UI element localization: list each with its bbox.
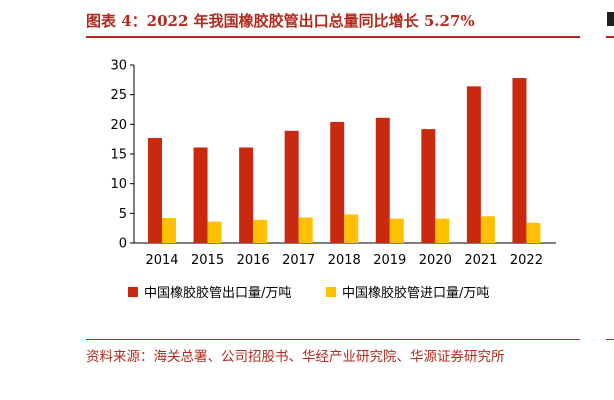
x-tick-label: 2017 xyxy=(282,253,315,268)
neighbor-source-rule xyxy=(606,339,614,340)
export-bar xyxy=(330,121,345,243)
x-tick-label: 2016 xyxy=(237,253,270,268)
legend-swatch xyxy=(128,287,138,297)
x-tick-label: 2020 xyxy=(419,253,452,268)
legend-label: 中国橡胶胶管出口量/万吨 xyxy=(144,285,291,301)
export-bar xyxy=(512,78,527,243)
import-bar xyxy=(253,219,268,243)
export-bar xyxy=(239,147,254,243)
export-bar xyxy=(375,117,390,243)
y-tick-label: 5 xyxy=(119,207,127,222)
import-bar xyxy=(162,218,176,243)
import-bar xyxy=(298,217,313,243)
import-bar xyxy=(526,222,541,243)
source-rule xyxy=(86,339,580,340)
export-bar xyxy=(421,129,436,243)
legend-swatch xyxy=(326,287,336,297)
neighbor-title-rule xyxy=(606,36,614,38)
y-tick-label: 0 xyxy=(119,237,127,252)
x-tick-label: 2015 xyxy=(191,253,224,268)
export-bar xyxy=(193,147,208,243)
source-note: 资料来源：海关总署、公司招股书、华经产业研究院、华源证券研究所 xyxy=(86,349,505,365)
neighbor-source-edge xyxy=(607,347,614,377)
figure-title: 图表 4：2022 年我国橡胶胶管出口总量同比增长 5.27% xyxy=(86,12,475,30)
export-bar xyxy=(284,130,299,243)
import-bar xyxy=(344,214,359,243)
y-tick-label: 30 xyxy=(110,59,127,74)
y-tick-label: 20 xyxy=(110,118,127,133)
x-tick-label: 2022 xyxy=(510,253,543,268)
legend-label: 中国橡胶胶管进口量/万吨 xyxy=(342,285,489,301)
x-tick-label: 2018 xyxy=(328,253,361,268)
x-tick-label: 2019 xyxy=(373,253,406,268)
import-bar xyxy=(480,216,495,243)
import-bar xyxy=(435,218,450,243)
y-tick-label: 10 xyxy=(110,177,127,192)
y-tick-label: 25 xyxy=(110,88,127,103)
title-rule xyxy=(86,36,580,38)
x-tick-label: 2014 xyxy=(145,253,178,268)
y-tick-label: 15 xyxy=(110,148,127,163)
import-bar xyxy=(389,218,404,243)
export-bar xyxy=(466,86,481,243)
import-bar xyxy=(207,221,222,243)
bar-chart: 0 5 10 15 20 25 30 2014 2015 2016 2017 2018 2019 2020… xyxy=(110,59,556,301)
x-tick-label: 2021 xyxy=(464,253,497,268)
neighbor-figure-edge xyxy=(607,12,614,26)
export-bar xyxy=(148,137,162,243)
